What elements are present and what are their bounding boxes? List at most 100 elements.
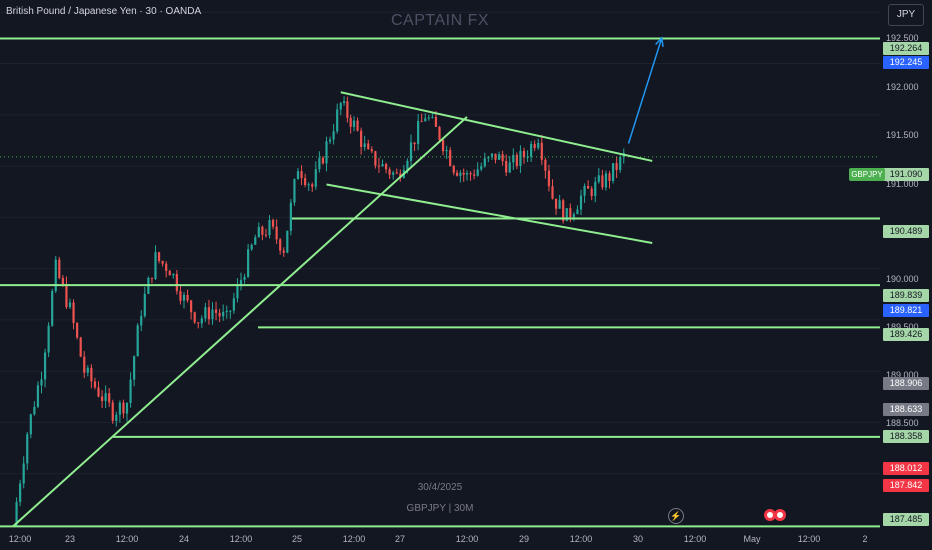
candle-body [157,252,161,262]
candle-body [587,185,590,189]
candle-body [424,118,427,122]
candle-body [115,414,118,421]
price-tick: 189.500 [886,322,919,332]
candle-body [339,102,342,110]
candle-body [311,184,314,187]
price-tick: 191.000 [886,179,919,189]
time-tick: 25 [291,534,303,544]
price-tag: 189.839 [883,289,929,302]
candle-body [321,157,325,164]
price-tag: 187.485 [883,513,929,526]
candle-body [501,154,504,162]
caption-pair: GBPJPY | 30M [406,503,474,514]
candle-body [608,173,611,181]
economic-event-icon[interactable] [774,509,786,521]
price-tick: 190.000 [886,274,919,284]
candle-body [469,173,472,175]
candle-body [449,150,452,166]
candle-body [551,186,554,199]
candle-body [544,159,547,171]
price-tick: 189.000 [886,370,919,380]
candle-body [250,244,253,250]
candle-body [480,166,483,170]
economic-event-icon[interactable] [764,509,776,521]
candle-body [558,200,561,209]
price-axis[interactable]: 192.500 192.000 191.500 191.000 190.000 … [880,0,932,530]
candle-body [296,171,300,180]
candle-body [197,322,200,324]
time-axis[interactable]: 12:00 23 12:00 24 12:00 25 12:00 27 12:0… [0,530,880,550]
candle-body [33,406,36,415]
channel-lower-line [326,183,653,244]
candle-body [36,385,40,407]
candle-body [293,179,296,203]
price-tag: 192.245 [883,56,929,69]
candle-body [483,158,486,167]
chart-area[interactable]: British Pound / Japanese Yen · 30 · OAND… [0,0,880,530]
candle-body [268,220,271,236]
time-tick: 12:00 [8,534,32,544]
candle-body [43,352,47,380]
candle-body [86,367,89,373]
candle-body [342,101,346,103]
candle-body [54,259,57,292]
lightning-icon[interactable]: ⚡ [668,508,684,524]
candle-body [222,311,225,317]
watermark: CAPTAIN FX [390,12,490,29]
time-tick: 12:00 [342,534,366,544]
candle-body [236,284,239,299]
candle-body [465,173,469,175]
candle-body [93,381,97,388]
candle-body [72,302,75,324]
candle-body [165,263,168,272]
candle-body [349,117,352,127]
candle-body [332,131,335,140]
candle-body [271,220,275,227]
candle-body [140,315,143,326]
candle-body [569,208,572,218]
candle-body [392,172,395,175]
candle-body [441,140,445,152]
candle-body [476,169,479,176]
candle-body [182,294,186,301]
candle-body [247,249,250,277]
candle-body [186,294,189,301]
candle-body [554,198,558,209]
price-tag: 192.264 [883,42,929,55]
candle-body [515,154,518,166]
candle-body [150,277,154,279]
symbol-price-tag: GBPJPY [849,168,885,181]
candle-body [356,120,359,131]
candle-body [533,143,536,148]
chart-canvas[interactable] [0,0,880,530]
candle-body [370,149,373,152]
candle-body [427,117,430,119]
candle-body [218,312,221,317]
candle-body [286,230,289,253]
candle-body [452,165,455,173]
candle-body [289,202,292,231]
candle-body [619,156,622,171]
candle-body [79,337,82,357]
price-tag: 189.426 [883,328,929,341]
projection-arrow [627,37,663,144]
price-tag: 188.012 [883,462,929,475]
candle-body [275,226,278,240]
candle-body [420,121,423,123]
candle-body [204,307,207,319]
candle-body [328,139,332,142]
candle-body [314,169,317,187]
time-tick: 23 [64,534,76,544]
time-tick: 12:00 [455,534,479,544]
candle-body [367,143,370,150]
candle-body [168,271,171,276]
candle-body [51,291,54,326]
candle-body [76,323,79,338]
candle-body [26,434,29,464]
candle-body [232,298,235,311]
candle-body [143,293,146,316]
currency-button[interactable]: JPY [888,4,924,26]
candle-body [129,379,132,403]
candle-body [65,284,68,308]
time-tick: 12:00 [115,534,139,544]
